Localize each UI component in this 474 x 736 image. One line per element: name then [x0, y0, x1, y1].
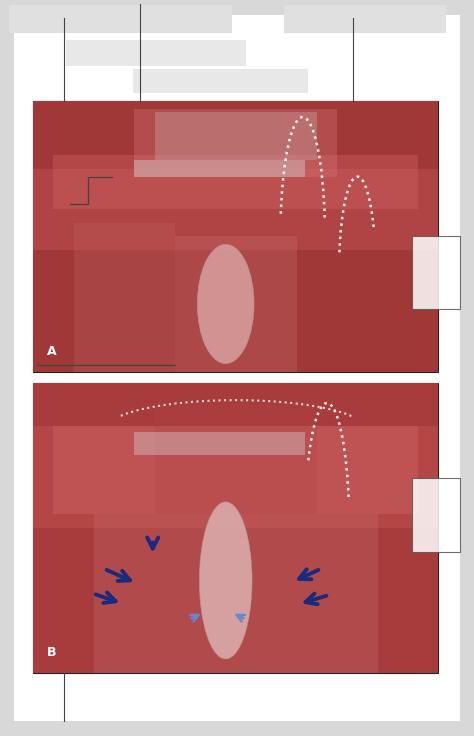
Ellipse shape — [200, 502, 252, 659]
Bar — [155, 403, 317, 514]
Bar — [135, 109, 337, 177]
Bar — [54, 155, 418, 209]
Bar — [135, 432, 305, 456]
Bar — [74, 223, 175, 372]
Bar — [412, 478, 460, 552]
Bar — [155, 112, 317, 160]
Bar — [33, 101, 438, 372]
Bar — [135, 160, 305, 177]
Bar — [9, 5, 232, 33]
Text: B: B — [47, 646, 57, 659]
Bar — [33, 169, 438, 250]
Bar — [66, 40, 246, 66]
Bar — [412, 236, 460, 309]
Bar — [284, 5, 446, 33]
Bar — [33, 426, 438, 528]
Text: A: A — [47, 345, 57, 358]
Bar — [175, 236, 297, 372]
Bar — [54, 426, 418, 514]
Bar — [94, 514, 378, 673]
Bar — [33, 101, 438, 372]
Ellipse shape — [197, 244, 254, 364]
Bar — [33, 383, 438, 673]
Bar — [133, 69, 308, 93]
Bar — [33, 383, 438, 673]
